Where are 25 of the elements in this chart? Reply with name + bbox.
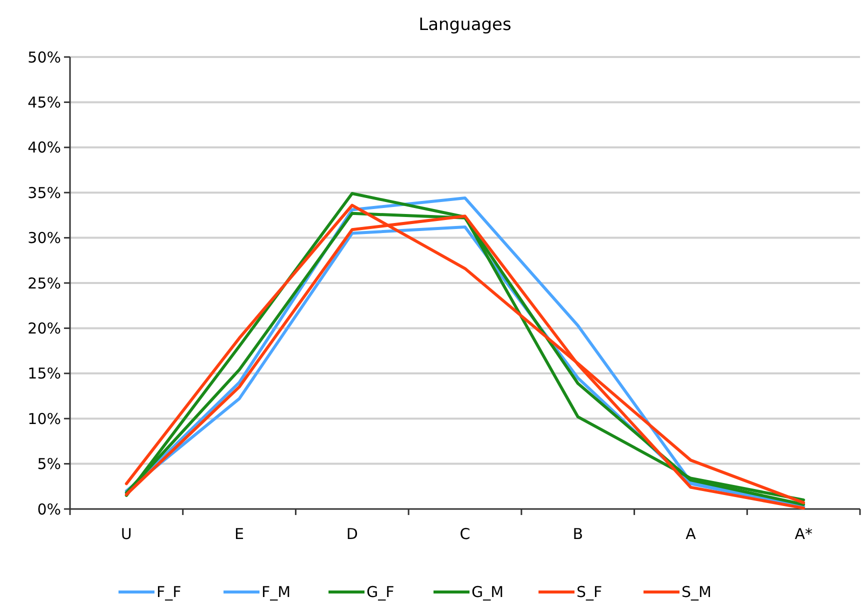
y-tick-label: 30% bbox=[28, 229, 61, 248]
legend-label: F_F bbox=[156, 583, 182, 601]
x-tick-label: E bbox=[234, 525, 244, 543]
legend-label: S_F bbox=[576, 583, 602, 601]
y-tick-label: 20% bbox=[28, 319, 61, 338]
legend-label: G_M bbox=[472, 583, 504, 601]
x-tick-label: C bbox=[460, 525, 470, 543]
y-tick-label: 50% bbox=[28, 48, 61, 66]
y-tick-label: 40% bbox=[28, 138, 61, 157]
y-tick-label: 25% bbox=[28, 274, 61, 292]
y-tick-label: 0% bbox=[37, 500, 61, 518]
chart-title: Languages bbox=[418, 15, 512, 35]
x-tick-label: A* bbox=[794, 525, 813, 543]
y-tick-label: 10% bbox=[28, 410, 61, 428]
x-tick-label: B bbox=[572, 525, 584, 543]
legend-label: G_F bbox=[366, 583, 394, 601]
x-tick-label: D bbox=[346, 525, 358, 543]
x-tick-label: A bbox=[686, 525, 697, 543]
legend-label: S_M bbox=[682, 583, 712, 601]
legend-label: F_M bbox=[262, 583, 291, 601]
y-tick-label: 5% bbox=[37, 455, 61, 474]
x-tick-label: U bbox=[120, 525, 132, 543]
y-tick-label: 15% bbox=[28, 364, 61, 383]
y-tick-label: 45% bbox=[28, 93, 61, 112]
y-tick-label: 35% bbox=[28, 184, 61, 202]
